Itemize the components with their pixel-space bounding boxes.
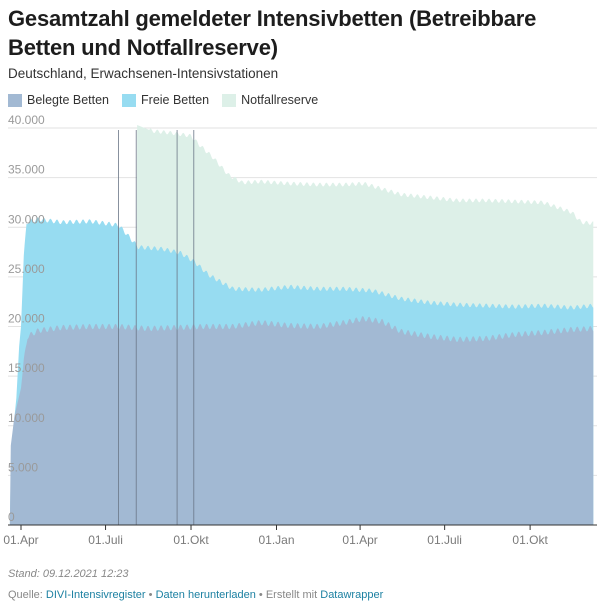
legend-item-notfall: Notfallreserve — [222, 93, 318, 107]
chart-title: Gesamtzahl gemeldeter Intensivbetten (Be… — [8, 6, 537, 60]
y-tick-label: 35.000 — [8, 163, 45, 177]
footer-stand: Stand: 09.12.2021 12:23 — [8, 568, 129, 580]
y-tick-label: 30.000 — [8, 212, 45, 226]
y-tick-label: 5.000 — [8, 460, 38, 474]
area-belegte-betten — [9, 316, 594, 525]
datawrapper-link[interactable]: Datawrapper — [320, 589, 384, 601]
legend-swatch-freie — [122, 93, 137, 107]
x-tick-label: 01.Okt — [512, 533, 548, 547]
x-tick-label: 01.Apr — [342, 533, 377, 547]
x-tick-label: 01.Juli — [88, 533, 123, 547]
legend-item-belegte: Belegte Betten — [8, 93, 109, 107]
x-tick-label: 01.Jan — [258, 533, 294, 547]
legend-label-belegte: Belegte Betten — [27, 93, 110, 107]
y-tick-label: 40.000 — [8, 113, 45, 127]
y-tick-label: 15.000 — [8, 361, 45, 375]
y-tick-label: 10.000 — [8, 411, 45, 425]
chart-area: 0 5.000 10.000 15.000 20.000 25.000 30.000 35.0… — [0, 112, 600, 552]
legend-label-freie: Freie Betten — [141, 93, 210, 107]
footer-source: Quelle: DIVI-Intensivregister • Daten he… — [8, 589, 383, 601]
legend-item-freie: Freie Betten — [122, 93, 209, 107]
legend: Belegte Betten Freie Betten Notfallreser… — [8, 93, 331, 107]
footer-separator: • — [258, 589, 263, 601]
y-tick-label: 0 — [8, 510, 15, 524]
footer-separator: • — [148, 589, 153, 601]
y-tick-label: 20.000 — [8, 312, 45, 326]
legend-label-notfall: Notfallreserve — [241, 93, 319, 107]
legend-swatch-belegte — [8, 93, 22, 107]
created-with-label: Erstellt mit — [265, 589, 318, 601]
y-tick-label: 25.000 — [8, 262, 45, 276]
download-link[interactable]: Daten herunterladen — [155, 589, 256, 601]
x-tick-label: 01.Okt — [173, 533, 209, 547]
x-tick-label: 01.Juli — [427, 533, 462, 547]
source-link[interactable]: DIVI-Intensivregister — [45, 589, 146, 601]
x-tick-label: 01.Apr — [3, 533, 38, 547]
legend-swatch-notfall — [222, 93, 237, 107]
area-chart: 0 5.000 10.000 15.000 20.000 25.000 30.000 35.0… — [3, 113, 597, 547]
chart-subtitle: Deutschland, Erwachsenen-Intensivstation… — [8, 66, 279, 81]
source-label: Quelle: — [8, 589, 43, 601]
